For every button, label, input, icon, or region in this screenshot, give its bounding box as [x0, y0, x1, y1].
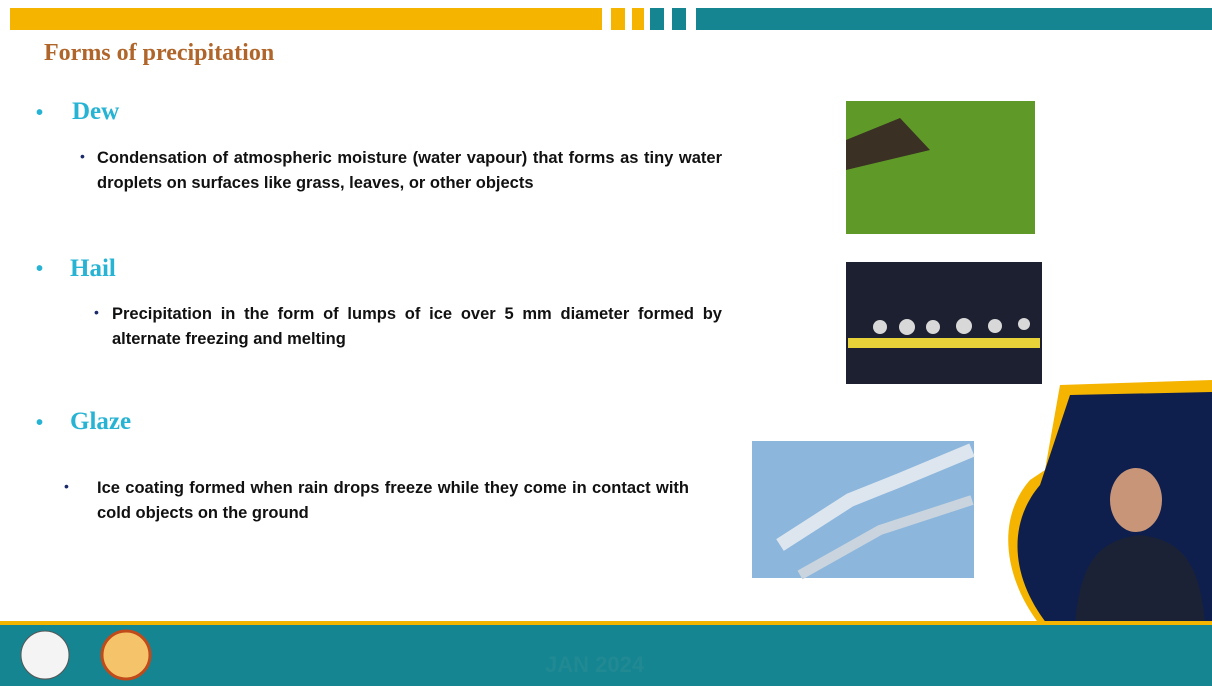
- section-text: Precipitation in the form of lumps of ic…: [112, 302, 722, 351]
- section-text: Condensation of atmospheric moisture (wa…: [97, 146, 722, 195]
- section-heading: Glaze: [70, 408, 131, 436]
- bullet: •: [36, 412, 43, 435]
- top-block: [632, 8, 644, 30]
- section-heading: Hail: [70, 255, 116, 283]
- top-block: [672, 8, 686, 30]
- logo: [21, 631, 69, 679]
- top-block: [650, 8, 664, 30]
- footer-date: JAN 2024: [545, 652, 644, 678]
- top-block: [611, 8, 625, 30]
- bullet: •: [94, 304, 99, 320]
- footer-stripe: [0, 621, 1212, 625]
- section-heading: Dew: [72, 98, 119, 126]
- bullet: •: [36, 102, 43, 125]
- top-bar: [10, 8, 602, 30]
- bullet: •: [64, 478, 69, 494]
- slide-title: Forms of precipitation: [44, 40, 274, 67]
- slide: Forms of precipitation • Dew • Condensat…: [0, 0, 1212, 686]
- bullet: •: [80, 148, 85, 164]
- section-text: Ice coating formed when rain drops freez…: [97, 476, 689, 525]
- hail-ruler: [848, 338, 1040, 348]
- bullet: •: [36, 258, 43, 281]
- presenter-head: [1110, 468, 1162, 532]
- logo: [102, 631, 150, 679]
- dew-image: [846, 101, 1035, 234]
- top-bar: [696, 8, 1212, 30]
